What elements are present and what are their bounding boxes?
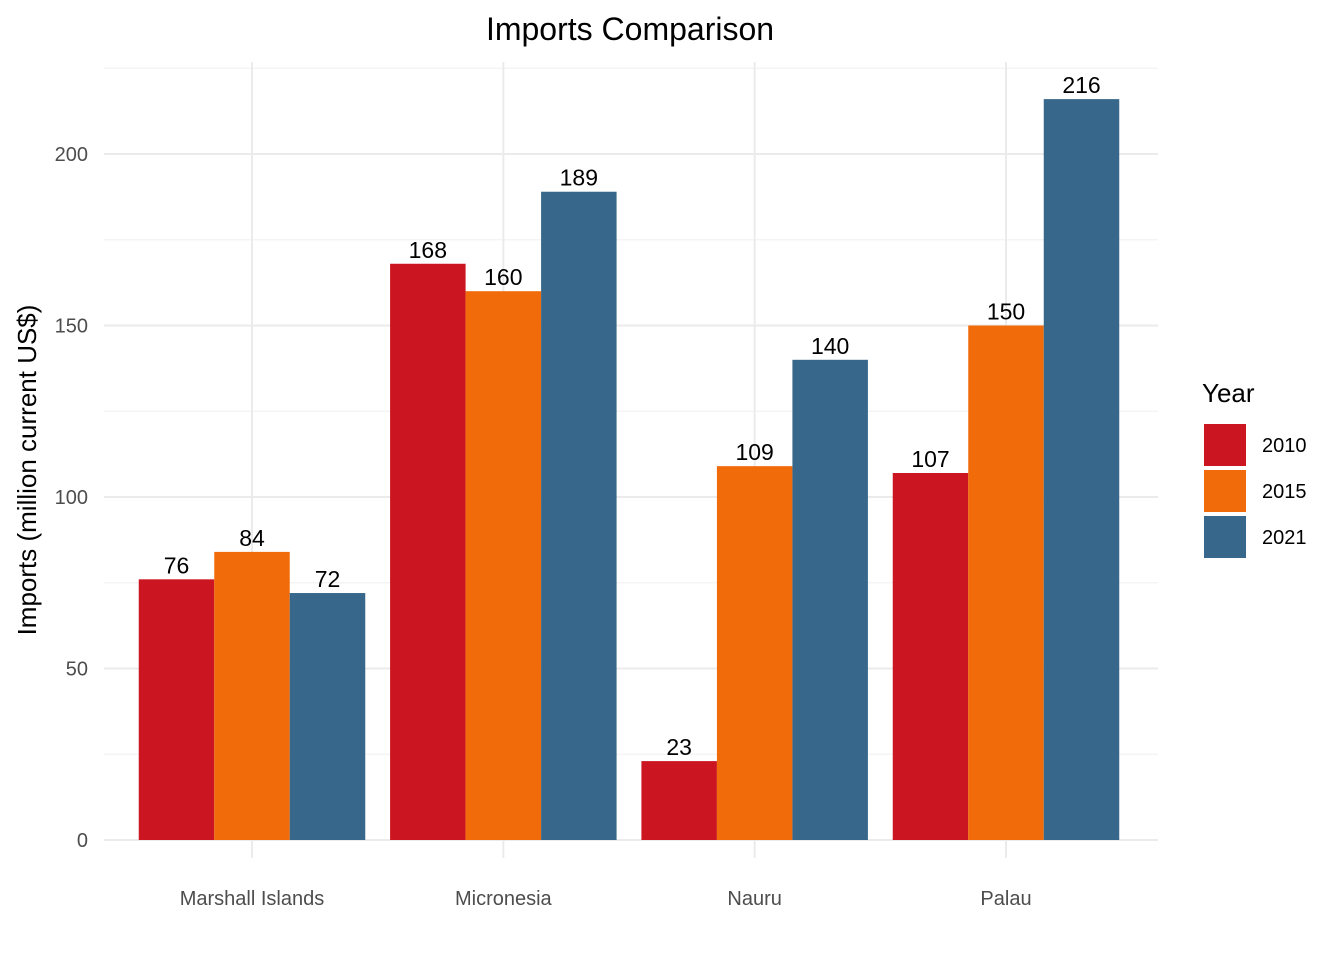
x-tick-label: Micronesia: [455, 888, 553, 910]
bar-value-label: 216: [1062, 72, 1100, 98]
x-tick-label: Nauru: [727, 888, 781, 910]
y-tick-label: 200: [55, 144, 88, 166]
bar-value-label: 109: [735, 439, 773, 465]
legend-title: Year: [1202, 378, 1255, 408]
bar: [968, 325, 1044, 840]
legend-key: [1204, 424, 1246, 466]
x-axis-ticks: Marshall Islands Micronesia Nauru Palau: [180, 888, 1032, 910]
bar-value-label: 160: [484, 264, 522, 290]
y-axis-ticks: 0 50 100 150 200: [55, 144, 88, 852]
y-tick-label: 50: [66, 659, 88, 681]
y-tick-label: 0: [77, 830, 88, 852]
bar: [390, 263, 466, 840]
bar: [541, 191, 617, 841]
legend-label: 2015: [1262, 481, 1307, 503]
bar-value-label: 189: [560, 165, 598, 191]
legend-key: [1204, 470, 1246, 512]
legend-key: [1204, 516, 1246, 558]
bar-value-label: 72: [315, 566, 341, 592]
bar: [214, 551, 290, 840]
legend-label: 2021: [1262, 527, 1307, 549]
bar-value-label: 140: [811, 333, 849, 359]
bar: [716, 466, 793, 840]
bar: [1043, 99, 1120, 841]
legend-label: 2010: [1262, 435, 1307, 457]
bar-value-label: 150: [987, 299, 1025, 325]
y-tick-label: 150: [55, 316, 88, 338]
bar: [892, 472, 969, 840]
bar: [792, 359, 868, 840]
bars: [138, 99, 1120, 841]
bar-value-label: 23: [666, 734, 692, 760]
y-tick-label: 100: [55, 487, 88, 509]
x-tick-label: Marshall Islands: [180, 888, 325, 910]
chart-title: Imports Comparison: [486, 11, 774, 47]
bar-value-label: 107: [911, 446, 949, 472]
bar: [641, 761, 717, 840]
bar: [289, 593, 366, 840]
legend: Year 2010 2015 2021: [1202, 378, 1307, 558]
bar-labels: 76 84 72 168 160 189 23 109 140 107 150 216: [164, 72, 1101, 760]
y-axis-title: Imports (million current US$): [12, 305, 42, 636]
bar: [138, 579, 215, 840]
bar: [465, 291, 542, 840]
bar-value-label: 84: [239, 525, 265, 551]
x-tick-label: Palau: [980, 888, 1031, 910]
bar-value-label: 168: [409, 237, 447, 263]
bar-value-label: 76: [164, 552, 190, 578]
